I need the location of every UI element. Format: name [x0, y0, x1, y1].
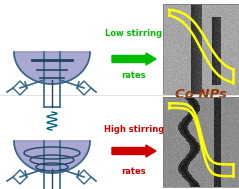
- FancyArrow shape: [112, 53, 156, 65]
- Polygon shape: [14, 141, 90, 173]
- Text: Co NPs: Co NPs: [175, 88, 227, 101]
- Text: rates: rates: [122, 71, 146, 81]
- Text: High stirring: High stirring: [104, 125, 164, 133]
- Bar: [163, 4, 239, 94]
- Text: Low stirring: Low stirring: [105, 29, 163, 39]
- Bar: [163, 97, 239, 187]
- FancyArrow shape: [112, 145, 156, 157]
- Text: rates: rates: [122, 167, 146, 176]
- Polygon shape: [14, 52, 90, 84]
